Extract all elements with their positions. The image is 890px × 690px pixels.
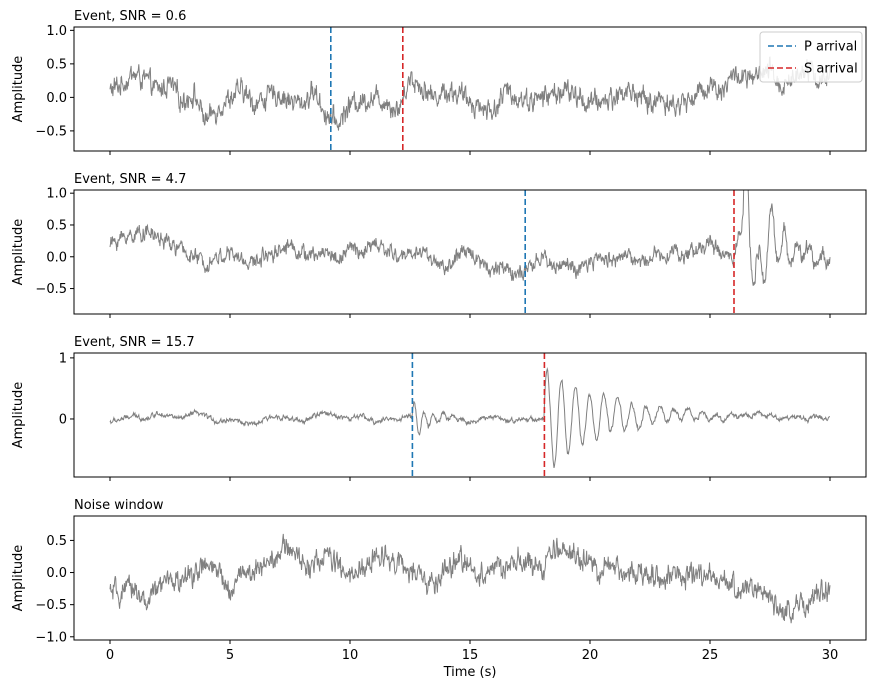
x-axis-label: Time (s) (443, 665, 497, 680)
legend-label: P arrival (804, 40, 857, 55)
waveform-series (109, 190, 831, 286)
panel-1: Event, SNR = 0.6 Amplitude −0.5 0.0 0.5 1.0 P … (11, 9, 867, 155)
y-axis-label: Amplitude (11, 382, 26, 449)
waveform-series (109, 56, 831, 131)
y-tick-label: 0.5 (46, 534, 67, 549)
y-tick-label: −0.5 (35, 124, 67, 139)
panel-title: Event, SNR = 4.7 (74, 172, 186, 187)
y-tick-label: 0.0 (46, 566, 67, 581)
y-tick-label: 0 (59, 412, 67, 427)
x-tick-label: 25 (702, 648, 719, 663)
x-tick-label: 5 (226, 648, 234, 663)
y-tick-label: 0.0 (46, 91, 67, 106)
panel-title: Noise window (74, 498, 164, 513)
legend: P arrival S arrival (759, 31, 863, 83)
y-tick-label: −1.0 (35, 630, 67, 645)
waveform-series (109, 533, 831, 624)
y-axis-label: Amplitude (11, 219, 26, 286)
waveform-series (109, 366, 831, 469)
y-tick-label: 0.5 (46, 218, 67, 233)
x-tick-label: 30 (822, 648, 839, 663)
y-tick-label: 0.5 (46, 57, 67, 72)
panel-title: Event, SNR = 0.6 (74, 9, 186, 24)
y-tick-label: −0.5 (35, 282, 67, 297)
x-tick-label: 0 (106, 648, 114, 663)
panel-3: Event, SNR = 15.7 Amplitude 0 1 (11, 335, 867, 481)
y-tick-label: 0.0 (46, 250, 67, 265)
panel-title: Event, SNR = 15.7 (74, 335, 195, 350)
panel-2: Event, SNR = 4.7 Amplitude −0.5 0.0 0.5 1.0 (11, 172, 867, 318)
y-axis-label: Amplitude (11, 56, 26, 123)
legend-box (759, 31, 863, 83)
y-tick-label: −0.5 (35, 598, 67, 613)
legend-label: S arrival (804, 62, 858, 77)
y-axis-label: Amplitude (11, 545, 26, 612)
x-tick-label: 20 (582, 648, 599, 663)
y-tick-label: 1.0 (46, 187, 67, 202)
x-tick-label: 15 (462, 648, 479, 663)
x-tick-label: 10 (342, 648, 359, 663)
panel-4: Noise window Amplitude −1.0 −0.5 0.0 0.5 0 5 10 1… (11, 498, 867, 680)
y-tick-label: 1 (59, 351, 67, 366)
y-tick-label: 1.0 (46, 24, 67, 39)
axes-frame (73, 26, 867, 152)
